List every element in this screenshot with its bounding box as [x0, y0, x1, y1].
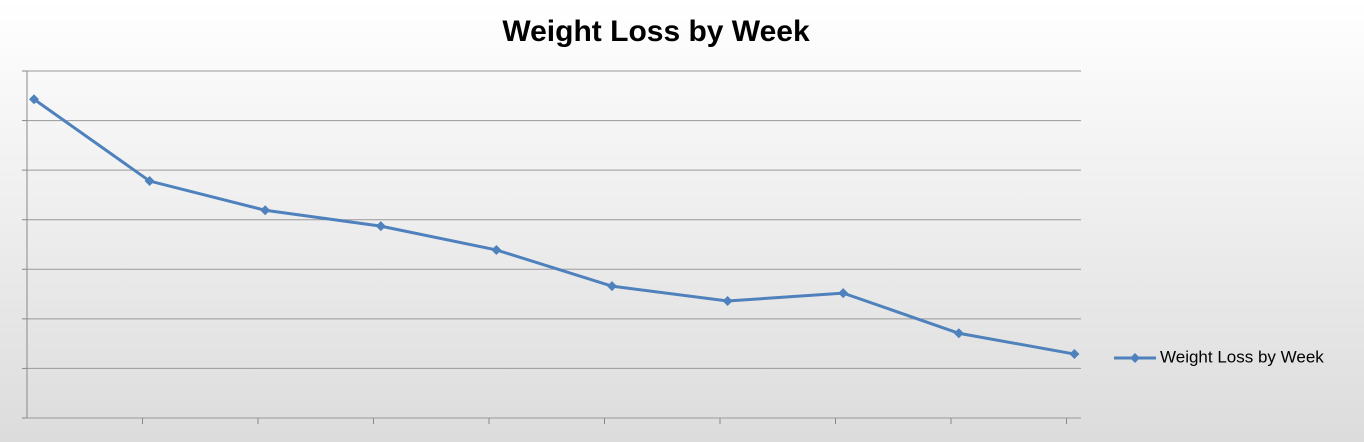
- line: [33, 98, 1075, 356]
- marker: [953, 328, 964, 339]
- marker: [491, 244, 502, 255]
- legend-label: Weight Loss by Week: [1160, 347, 1324, 366]
- marker: [260, 205, 271, 216]
- legend-marker: [1130, 353, 1140, 363]
- marker: [144, 176, 155, 187]
- chart-title: Weight Loss by Week: [502, 15, 810, 48]
- marker: [375, 221, 386, 232]
- marker: [607, 281, 617, 292]
- marker: [722, 296, 733, 307]
- marker: [838, 288, 849, 299]
- marker: [29, 94, 39, 105]
- marker: [1069, 349, 1080, 360]
